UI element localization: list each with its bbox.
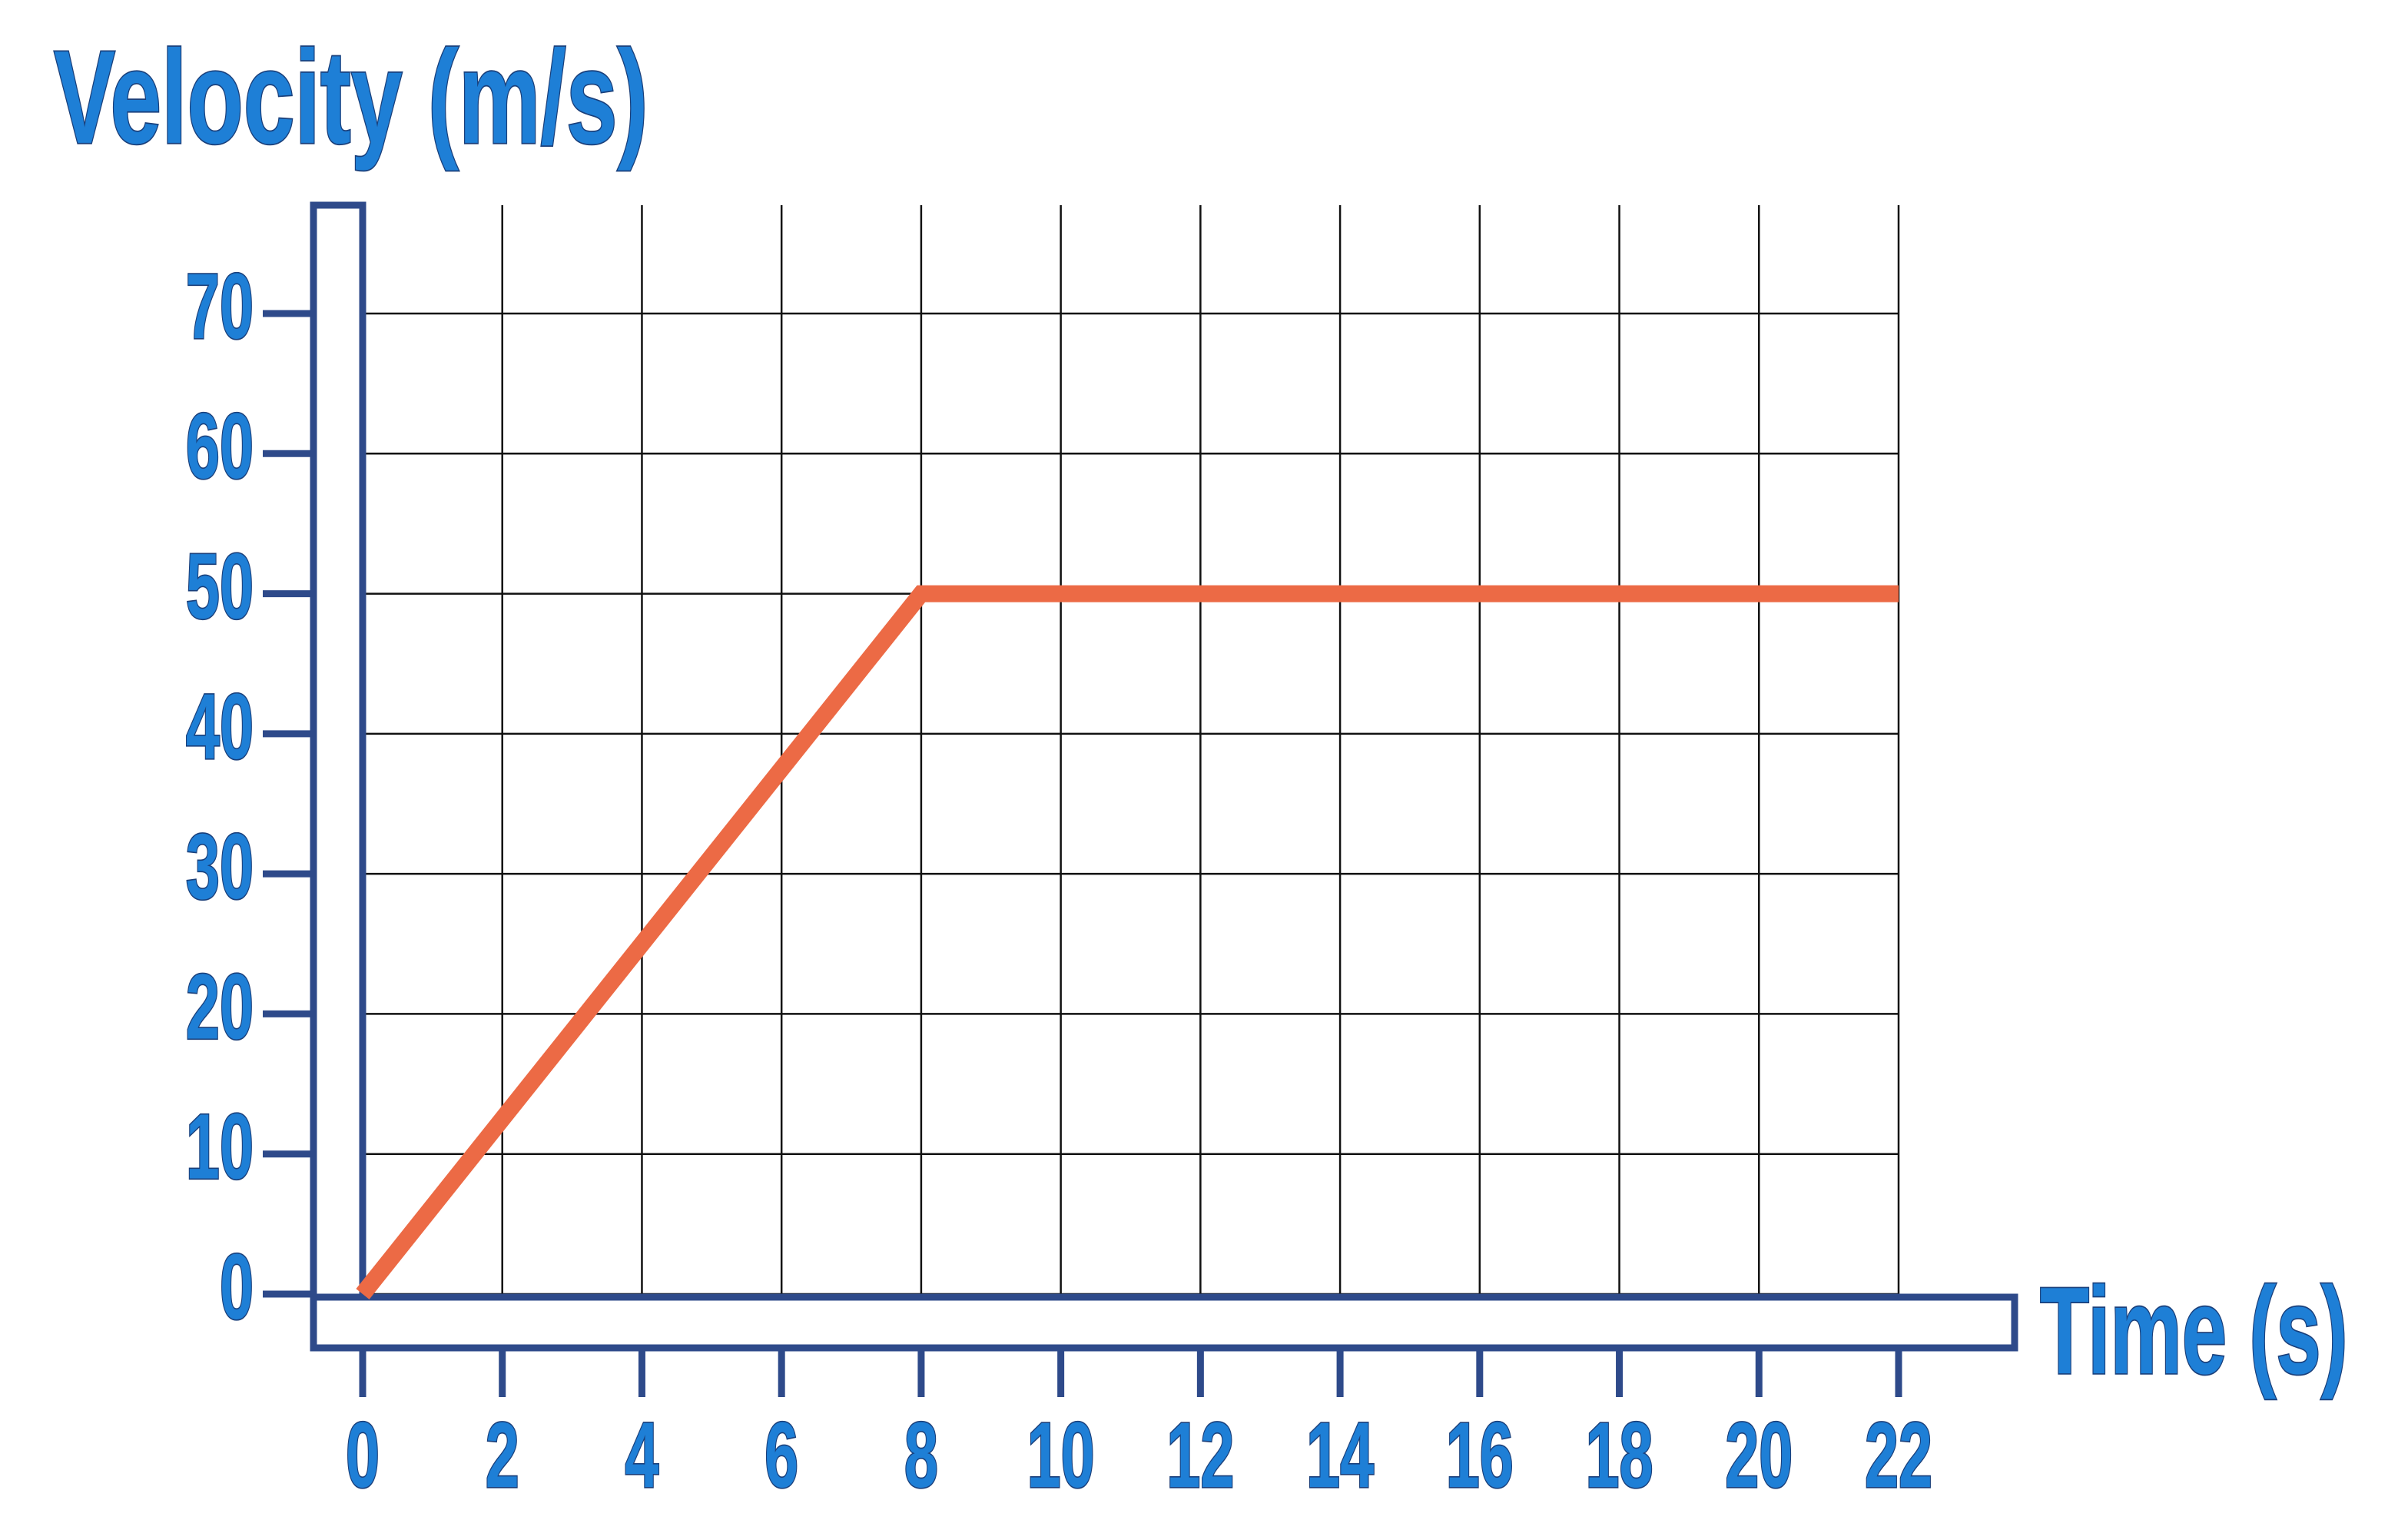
x-tick-label: 8 [904, 1402, 938, 1507]
x-tick-label: 0 [346, 1402, 380, 1507]
x-axis-label: Time (s) [2040, 1261, 2348, 1399]
x-axis-bar [310, 1293, 2018, 1352]
y-tick-label: 70 [186, 254, 254, 358]
x-tick-label: 10 [1027, 1402, 1095, 1507]
y-tick-label: 40 [186, 674, 254, 778]
y-tick-label: 20 [186, 954, 254, 1058]
x-tick-label: 14 [1306, 1402, 1374, 1507]
x-tick-label: 6 [765, 1402, 798, 1507]
y-tick-label: 60 [186, 393, 254, 498]
x-tick-label: 4 [625, 1402, 658, 1507]
y-tick-label: 30 [186, 814, 254, 918]
y-axis-bar [310, 201, 367, 1352]
x-tick-label: 16 [1446, 1402, 1514, 1507]
x-tick-label: 20 [1725, 1402, 1793, 1507]
data-line [356, 585, 1899, 1299]
grid [361, 205, 1900, 1296]
x-tick-label: 2 [486, 1402, 519, 1507]
plot [356, 585, 1899, 1299]
y-tick-label: 10 [186, 1094, 254, 1199]
x-tick-label: 18 [1586, 1402, 1653, 1507]
y-tick-label: 50 [186, 533, 254, 638]
chart-title: Velocity (m/s) [54, 23, 648, 171]
x-tick-label: 22 [1865, 1402, 1932, 1507]
y-tick-label: 0 [220, 1234, 254, 1339]
x-tick-label: 12 [1166, 1402, 1234, 1507]
